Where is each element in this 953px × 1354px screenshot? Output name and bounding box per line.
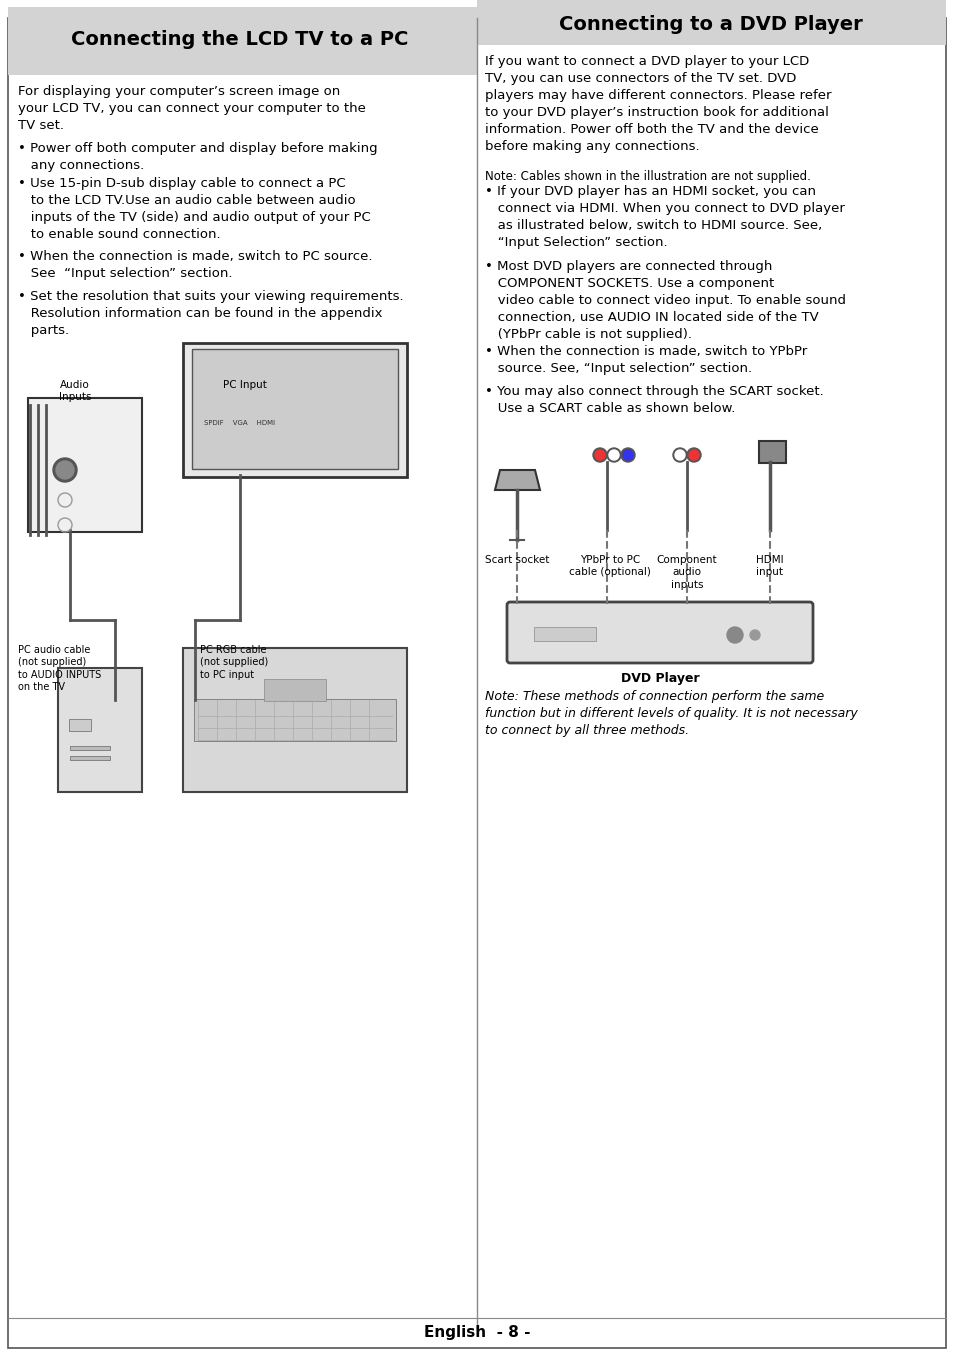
- FancyBboxPatch shape: [8, 18, 945, 1349]
- Text: Note: Cables shown in the illustration are not supplied.: Note: Cables shown in the illustration a…: [484, 171, 810, 183]
- Text: English  - 8 -: English - 8 -: [423, 1326, 530, 1340]
- Circle shape: [672, 448, 686, 462]
- Circle shape: [606, 448, 620, 462]
- Circle shape: [53, 458, 77, 482]
- FancyBboxPatch shape: [506, 603, 812, 663]
- Circle shape: [622, 450, 633, 460]
- Text: Scart socket: Scart socket: [484, 555, 549, 565]
- Circle shape: [675, 450, 684, 460]
- Text: YPbPr to PC
cable (optional): YPbPr to PC cable (optional): [569, 555, 650, 577]
- FancyBboxPatch shape: [192, 349, 397, 468]
- Circle shape: [620, 448, 635, 462]
- Text: DVD Player: DVD Player: [620, 672, 699, 685]
- FancyBboxPatch shape: [534, 627, 596, 640]
- Text: • When the connection is made, switch to PC source.
   See  “Input selection” se: • When the connection is made, switch to…: [18, 250, 372, 280]
- Text: • When the connection is made, switch to YPbPr
   source. See, “Input selection”: • When the connection is made, switch to…: [484, 345, 806, 375]
- FancyBboxPatch shape: [69, 719, 91, 731]
- Text: Audio
Inputs: Audio Inputs: [59, 380, 91, 402]
- FancyBboxPatch shape: [759, 441, 785, 463]
- Circle shape: [749, 630, 760, 640]
- Text: • If your DVD player has an HDMI socket, you can
   connect via HDMI. When you c: • If your DVD player has an HDMI socket,…: [484, 185, 844, 249]
- Text: • Set the resolution that suits your viewing requirements.
   Resolution informa: • Set the resolution that suits your vie…: [18, 290, 403, 337]
- Circle shape: [595, 450, 604, 460]
- Text: Component
audio
inputs: Component audio inputs: [656, 555, 717, 590]
- FancyBboxPatch shape: [183, 343, 407, 477]
- FancyBboxPatch shape: [183, 649, 407, 792]
- Text: Note: These methods of connection perform the same
function but in different lev: Note: These methods of connection perfor…: [484, 691, 857, 737]
- Text: For displaying your computer’s screen image on
your LCD TV, you can connect your: For displaying your computer’s screen im…: [18, 85, 366, 131]
- Circle shape: [593, 448, 606, 462]
- Circle shape: [688, 450, 699, 460]
- Polygon shape: [495, 470, 539, 490]
- Circle shape: [686, 448, 700, 462]
- Text: Connecting to a DVD Player: Connecting to a DVD Player: [558, 15, 862, 34]
- FancyBboxPatch shape: [264, 678, 326, 701]
- FancyBboxPatch shape: [28, 398, 142, 532]
- Text: • Power off both computer and display before making
   any connections.: • Power off both computer and display be…: [18, 142, 377, 172]
- Text: • Use 15-pin D-sub display cable to connect a PC
   to the LCD TV.Use an audio c: • Use 15-pin D-sub display cable to conn…: [18, 177, 371, 241]
- Text: PC RGB cable
(not supplied)
to PC input: PC RGB cable (not supplied) to PC input: [200, 645, 268, 680]
- Text: Connecting the LCD TV to a PC: Connecting the LCD TV to a PC: [71, 30, 408, 49]
- FancyBboxPatch shape: [70, 746, 110, 750]
- Text: SPDIF    VGA    HDMI: SPDIF VGA HDMI: [204, 420, 275, 427]
- FancyBboxPatch shape: [8, 7, 476, 74]
- Text: PC audio cable
(not supplied)
to AUDIO INPUTS
on the TV: PC audio cable (not supplied) to AUDIO I…: [18, 645, 101, 692]
- Circle shape: [726, 627, 742, 643]
- Text: • Most DVD players are connected through
   COMPONENT SOCKETS. Use a component
 : • Most DVD players are connected through…: [484, 260, 845, 341]
- Text: • You may also connect through the SCART socket.
   Use a SCART cable as shown b: • You may also connect through the SCART…: [484, 385, 822, 414]
- FancyBboxPatch shape: [70, 756, 110, 760]
- Text: HDMI
input: HDMI input: [756, 555, 783, 577]
- FancyBboxPatch shape: [193, 699, 395, 741]
- Text: If you want to connect a DVD player to your LCD
TV, you can use connectors of th: If you want to connect a DVD player to y…: [484, 56, 831, 153]
- Circle shape: [56, 460, 74, 479]
- Text: PC Input: PC Input: [223, 380, 267, 390]
- FancyBboxPatch shape: [58, 668, 142, 792]
- Circle shape: [608, 450, 618, 460]
- FancyBboxPatch shape: [476, 0, 945, 45]
